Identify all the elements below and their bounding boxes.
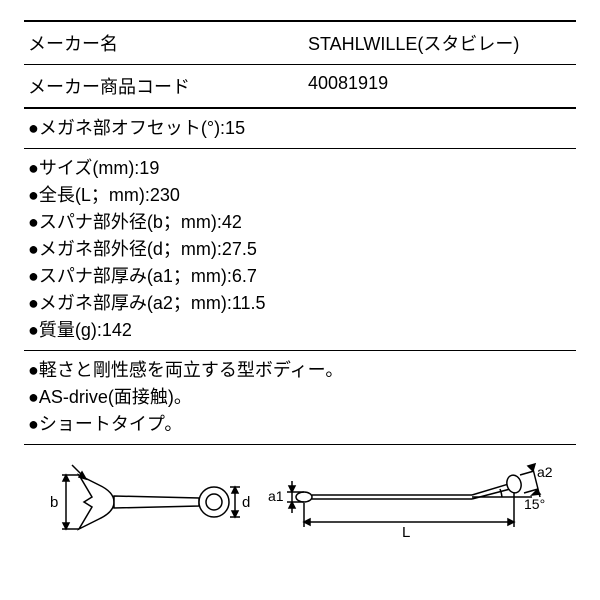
maker-value: STAHLWILLE(スタビレー) xyxy=(228,30,572,56)
diagram-area: b d xyxy=(24,445,576,547)
feature-line: ●軽さと剛性感を両立する型ボディー。 xyxy=(28,357,572,384)
maker-row: メーカー名 STAHLWILLE(スタビレー) xyxy=(24,22,576,64)
label-a1: a1 xyxy=(268,488,284,504)
spec-line: ●スパナ部厚み(a1；mm):6.7 xyxy=(28,263,572,290)
code-value: 40081919 xyxy=(228,73,572,99)
code-label: メーカー商品コード xyxy=(28,73,228,99)
label-L: L xyxy=(402,524,410,541)
label-a2: a2 xyxy=(537,464,553,480)
feature-line: ●AS-drive(面接触)。 xyxy=(28,384,572,411)
spec-line: ●全長(L；mm):230 xyxy=(28,182,572,209)
spec-line: ●サイズ(mm):19 xyxy=(28,155,572,182)
spec-line: ●質量(g):142 xyxy=(28,317,572,344)
specs-section: ●サイズ(mm):19 ●全長(L；mm):230 ●スパナ部外径(b；mm):… xyxy=(24,149,576,350)
spec-line: ●メガネ部外径(d；mm):27.5 xyxy=(28,236,572,263)
code-row: メーカー商品コード 40081919 xyxy=(24,65,576,107)
spec-line: ●メガネ部厚み(a2；mm):11.5 xyxy=(28,290,572,317)
features-section: ●軽さと剛性感を両立する型ボディー。 ●AS-drive(面接触)。 ●ショート… xyxy=(24,351,576,444)
label-d: d xyxy=(242,494,250,511)
offset-line: ●メガネ部オフセット(°):15 xyxy=(28,115,572,142)
maker-label: メーカー名 xyxy=(28,30,228,56)
wrench-top-view: b d xyxy=(24,457,254,547)
label-angle: 15° xyxy=(524,496,545,512)
label-b: b xyxy=(50,494,58,511)
wrench-side-view: a1 a2 15° L xyxy=(262,457,562,547)
offset-section: ●メガネ部オフセット(°):15 xyxy=(24,109,576,148)
feature-line: ●ショートタイプ。 xyxy=(28,411,572,438)
spec-line: ●スパナ部外径(b；mm):42 xyxy=(28,209,572,236)
